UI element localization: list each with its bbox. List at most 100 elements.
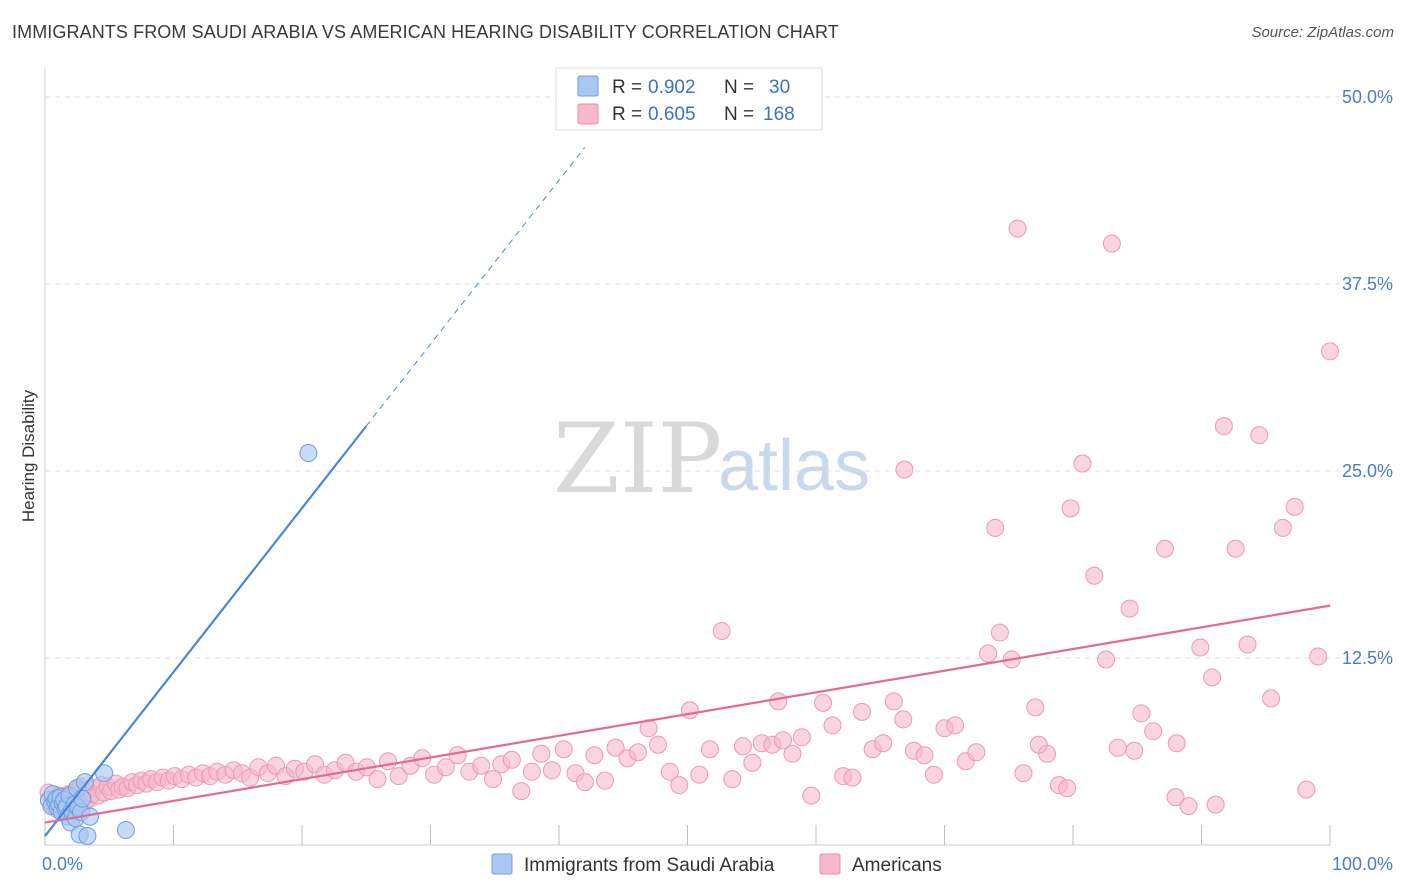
americans-point-75 xyxy=(532,744,551,763)
americans-trend-line xyxy=(44,604,1331,824)
legend-r-label-2: R = xyxy=(612,104,642,125)
saudi-arabia-point-25 xyxy=(78,827,97,846)
correlation-legend: R = 0.902 N = 30 R = 0.605 N = 168 xyxy=(555,67,823,131)
americans-point-146 xyxy=(1309,647,1328,666)
americans-point-89 xyxy=(680,701,699,720)
legend-r-value-saudi: 0.902 xyxy=(648,77,696,98)
series-legend-label-saudi: Immigrants from Saudi Arabia xyxy=(524,855,775,876)
americans-point-90 xyxy=(690,765,709,784)
americans-point-105 xyxy=(843,768,862,787)
americans-point-113 xyxy=(924,765,943,784)
americans-point-115 xyxy=(946,716,965,735)
americans-point-93 xyxy=(723,770,742,789)
americans-point-155 xyxy=(1166,788,1185,807)
saudi-arabia-point-23 xyxy=(73,789,92,808)
americans-point-140 xyxy=(1238,635,1257,654)
saudi-arabia-point-29 xyxy=(299,444,318,463)
americans-point-84 xyxy=(628,743,647,762)
americans-point-100 xyxy=(792,728,811,747)
americans-point-122 xyxy=(1026,698,1045,717)
saudi-arabia-point-24 xyxy=(75,773,94,792)
americans-point-144 xyxy=(1285,497,1304,516)
americans-point-108 xyxy=(874,734,893,753)
americans-point-69 xyxy=(472,756,491,775)
y-tick-label-3: 50.0% xyxy=(1342,87,1393,107)
americans-point-130 xyxy=(1120,599,1139,618)
americans-point-82 xyxy=(606,738,625,757)
chart-source: Source: ZipAtlas.com xyxy=(1251,24,1394,41)
americans-point-80 xyxy=(585,746,604,765)
americans-point-138 xyxy=(1214,417,1233,436)
americans-point-70 xyxy=(483,770,502,789)
americans-point-98 xyxy=(773,731,792,750)
americans-point-148 xyxy=(1008,219,1027,238)
americans-point-109 xyxy=(884,692,903,711)
trend-lines xyxy=(44,147,1331,837)
series-legend-label-americans: Americans xyxy=(852,855,942,876)
americans-point-127 xyxy=(1085,566,1104,585)
americans-point-133 xyxy=(1155,539,1174,558)
americans-point-95 xyxy=(743,753,762,772)
legend-swatch-saudi xyxy=(577,75,599,97)
americans-point-112 xyxy=(915,746,934,765)
americans-point-110 xyxy=(894,710,913,729)
americans-point-92 xyxy=(712,622,731,641)
americans-point-74 xyxy=(522,762,541,781)
saudi-arabia-trend-extension xyxy=(365,147,586,427)
americans-point-99 xyxy=(783,744,802,763)
americans-point-66 xyxy=(436,758,455,777)
legend-r-value-americans: 0.605 xyxy=(648,104,696,125)
americans-point-77 xyxy=(554,740,573,759)
americans-point-143 xyxy=(1273,518,1292,537)
americans-point-135 xyxy=(1179,797,1198,816)
americans-point-129 xyxy=(1108,738,1127,757)
americans-point-134 xyxy=(1167,734,1186,753)
x-tick-labels: 0.0% 100.0% xyxy=(42,854,1393,874)
y-tick-label-2: 37.5% xyxy=(1342,274,1393,294)
y-tick-labels: 12.5% 25.0% 37.5% 50.0% xyxy=(1342,87,1393,668)
americans-point-60 xyxy=(368,770,387,789)
americans-point-132 xyxy=(1144,722,1163,741)
gridlines xyxy=(45,96,1370,659)
americans-point-72 xyxy=(502,750,521,769)
americans-point-128 xyxy=(1097,650,1116,669)
americans-point-154 xyxy=(1125,741,1144,760)
series-legend-swatch-saudi xyxy=(491,853,513,875)
americans-point-142 xyxy=(1262,689,1281,708)
americans-point-118 xyxy=(979,644,998,663)
legend-n-value-saudi: 30 xyxy=(769,77,790,98)
americans-point-106 xyxy=(852,702,871,721)
americans-point-149 xyxy=(1102,234,1121,253)
americans-point-76 xyxy=(542,761,561,780)
americans-point-87 xyxy=(660,762,679,781)
americans-point-147 xyxy=(1321,342,1339,361)
americans-point-121 xyxy=(1014,764,1033,783)
series-legend: Immigrants from Saudi Arabia Americans xyxy=(491,853,942,876)
americans-point-79 xyxy=(575,773,594,792)
legend-n-label-2: N = xyxy=(724,104,754,125)
americans-point-156 xyxy=(1206,795,1225,814)
legend-box xyxy=(555,67,823,131)
americans-point-94 xyxy=(733,737,752,756)
americans-point-136 xyxy=(1191,638,1210,657)
americans-point-131 xyxy=(1132,704,1151,723)
americans-point-117 xyxy=(967,743,986,762)
americans-point-91 xyxy=(700,740,719,759)
saudi-arabia-point-28 xyxy=(116,821,135,840)
saudi-arabia-trend-line xyxy=(44,425,368,837)
americans-point-151 xyxy=(895,460,914,479)
chart-title: IMMIGRANTS FROM SAUDI ARABIA VS AMERICAN… xyxy=(12,22,839,42)
axes xyxy=(44,68,1331,846)
watermark: ZIP atlas xyxy=(553,403,870,515)
watermark-zip: ZIP xyxy=(553,403,722,515)
americans-point-103 xyxy=(823,716,842,735)
americans-point-139 xyxy=(1226,539,1245,558)
americans-point-88 xyxy=(670,776,689,795)
americans-point-145 xyxy=(1297,780,1316,799)
y-tick-label-1: 25.0% xyxy=(1342,461,1393,481)
americans-point-141 xyxy=(1250,426,1269,445)
americans-point-157 xyxy=(769,692,788,711)
legend-r-label: R = xyxy=(612,77,642,98)
americans-point-152 xyxy=(986,518,1005,537)
